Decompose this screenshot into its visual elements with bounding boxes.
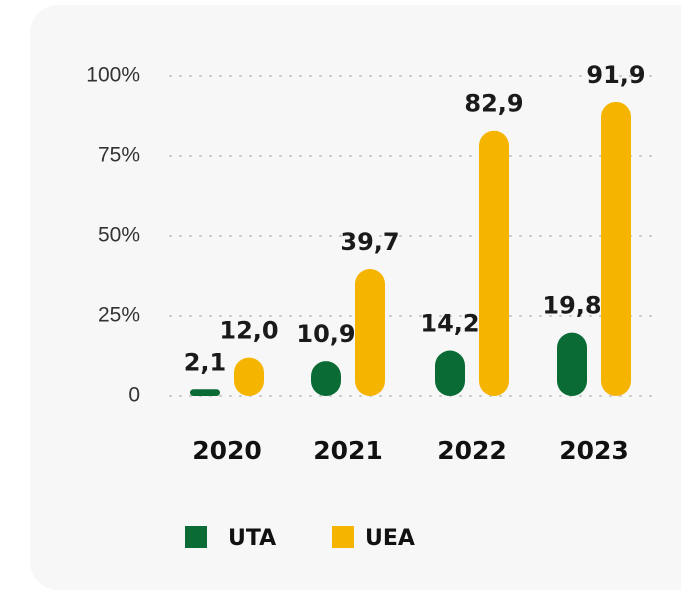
legend-label: UTA xyxy=(228,526,276,551)
y-tick-label: 0 xyxy=(128,384,140,407)
bar xyxy=(435,350,465,396)
data-label: 12,0 xyxy=(219,317,278,345)
bar xyxy=(355,268,385,396)
legend-swatch xyxy=(332,526,354,548)
data-label: 39,7 xyxy=(340,228,399,256)
y-tick-label: 100% xyxy=(86,64,140,87)
y-tick-label: 75% xyxy=(98,144,140,167)
x-tick-label: 2021 xyxy=(313,436,383,465)
x-tick-label: 2023 xyxy=(559,436,629,465)
x-tick-label: 2020 xyxy=(192,436,262,465)
data-label: 19,8 xyxy=(542,292,601,320)
bar xyxy=(557,332,587,396)
data-label: 82,9 xyxy=(464,90,523,118)
y-tick-label: 50% xyxy=(98,224,140,247)
legend-label: UEA xyxy=(365,526,415,551)
legend-swatch xyxy=(185,526,207,548)
bar xyxy=(479,130,509,396)
bar xyxy=(190,389,220,396)
data-label: 2,1 xyxy=(184,348,227,376)
data-label: 10,9 xyxy=(296,320,355,348)
x-tick-label: 2022 xyxy=(437,436,507,465)
y-tick-label: 25% xyxy=(98,304,140,327)
bar xyxy=(601,101,631,397)
bar xyxy=(311,361,341,396)
data-label: 91,9 xyxy=(586,61,645,89)
bar xyxy=(234,357,264,396)
data-label: 14,2 xyxy=(420,310,479,338)
